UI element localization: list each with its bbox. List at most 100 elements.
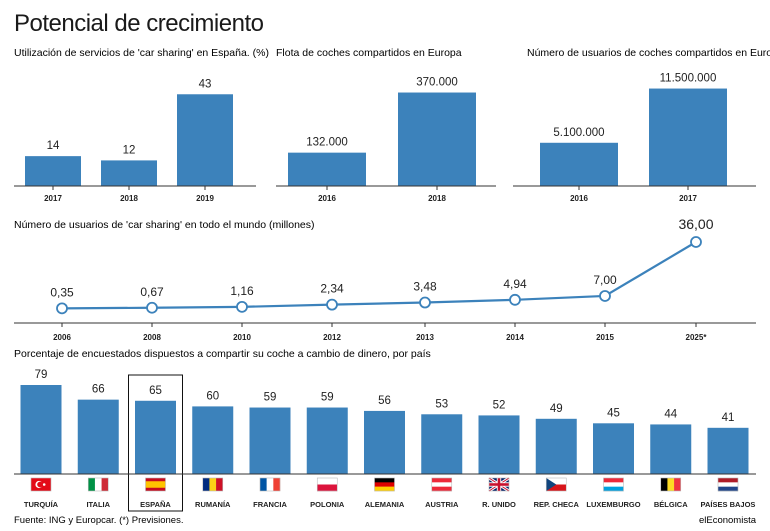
flag-france-icon (259, 477, 281, 492)
porcentaje-paises-category-label: BÉLGICA (654, 500, 688, 509)
porcentaje-paises-bar (478, 415, 520, 474)
usuarios-mundo-tick-label: 2014 (506, 333, 524, 342)
porcentaje-paises-category-label: REP. CHECA (534, 500, 580, 509)
flag-netherlands-icon (717, 477, 739, 492)
usuarios-europa-tick-label: 2016 (570, 194, 588, 203)
porcentaje-paises-category-label: ITALIA (86, 500, 110, 509)
usuarios-mundo-tick-label: 2012 (323, 333, 341, 342)
flota-bar (288, 152, 366, 186)
porcentaje-paises-category-label: ESPAÑA (140, 500, 171, 509)
usuarios-mundo-point (146, 301, 158, 314)
chart-title-flota: Flota de coches compartidos en Europa (276, 47, 462, 59)
porcentaje-paises-bar (20, 385, 62, 474)
porcentaje-paises-value-label: 52 (493, 399, 506, 411)
usuarios-europa-bar (540, 142, 618, 186)
porcentaje-paises-category-label: TURQUÍA (24, 500, 59, 509)
flota-tick-label: 2018 (428, 194, 446, 203)
porcentaje-paises-value-label: 65 (149, 385, 162, 397)
porcentaje-paises-category-label: LUXEMBURGO (586, 500, 640, 509)
flag-austria-icon (431, 477, 453, 492)
page-title: Potencial de crecimiento (14, 10, 264, 37)
chart-utilizacion: 14 2017 12 2018 43 2019 (14, 78, 256, 203)
utilizacion-tick-label: 2019 (196, 194, 214, 203)
usuarios-mundo-tick-label: 2010 (233, 333, 251, 342)
usuarios-mundo-tick-label: 2006 (53, 333, 71, 342)
utilizacion-value-label: 12 (123, 144, 136, 156)
highlight-box-espana (128, 374, 183, 512)
usuarios-europa-bar (649, 88, 727, 186)
usuarios-mundo-value-label: 3,48 (413, 280, 437, 294)
porcentaje-paises-bar (650, 424, 692, 474)
flag-germany-icon (374, 477, 395, 492)
usuarios-mundo-value-label: 0,67 (140, 285, 164, 299)
porcentaje-paises-value-label: 60 (206, 390, 219, 402)
utilizacion-value-label: 14 (47, 140, 60, 152)
usuarios-mundo-point (419, 296, 431, 309)
porcentaje-paises-bar (593, 423, 634, 474)
porcentaje-paises-value-label: 56 (378, 395, 391, 407)
chart-title-usuarios-europa: Número de usuarios de coches compartidos… (527, 47, 770, 59)
usuarios-europa-value-label: 5.100.000 (553, 127, 604, 139)
footer-brand: elEconomista (699, 515, 757, 526)
porcentaje-paises-bar (306, 407, 348, 474)
utilizacion-tick-label: 2018 (120, 194, 138, 203)
flota-value-label: 370.000 (416, 77, 458, 89)
usuarios-mundo-tick-label: 2025* (686, 333, 708, 342)
chart-porcentaje-paises: 79 TURQUÍA 66 ITALIA 65 ESPAÑA 60 RUMANÍA 59 FRAN… (14, 369, 756, 512)
flag-czech-icon (545, 477, 567, 492)
porcentaje-paises-value-label: 79 (35, 369, 48, 381)
flag-turkey-icon (30, 477, 52, 492)
usuarios-mundo-point (236, 300, 248, 313)
porcentaje-paises-bar (535, 418, 577, 474)
usuarios-mundo-point (690, 236, 702, 248)
utilizacion-bar (101, 160, 157, 186)
chart-flota: 132.000 2016 370.000 2018 (276, 77, 496, 203)
porcentaje-paises-bar (77, 399, 119, 474)
utilizacion-value-label: 43 (199, 78, 212, 90)
porcentaje-paises-category-label: AUSTRIA (425, 500, 459, 509)
porcentaje-paises-value-label: 41 (722, 412, 735, 424)
porcentaje-paises-value-label: 45 (607, 407, 620, 419)
usuarios-mundo-point (56, 302, 68, 315)
usuarios-europa-tick-label: 2017 (679, 194, 697, 203)
usuarios-mundo-value-label: 4,94 (503, 277, 527, 291)
porcentaje-paises-bar (249, 407, 291, 474)
usuarios-mundo-tick-label: 2008 (143, 333, 161, 342)
flag-belgium-icon (660, 477, 682, 492)
flag-italy-icon (87, 477, 109, 492)
chart-title-utilizacion: Utilización de servicios de 'car sharing… (14, 47, 269, 59)
porcentaje-paises-value-label: 59 (264, 392, 277, 404)
chart-title-usuarios-mundo: Número de usuarios de 'car sharing' en t… (14, 219, 315, 231)
chart-title-porcentaje-paises: Porcentaje de encuestados dispuestos a c… (14, 348, 431, 360)
utilizacion-bar (25, 156, 81, 186)
footer-source: Fuente: ING y Europcar. (*) Previsiones. (14, 515, 183, 526)
porcentaje-paises-value-label: 59 (321, 392, 334, 404)
flota-value-label: 132.000 (306, 137, 348, 149)
flota-tick-label: 2016 (318, 194, 336, 203)
usuarios-mundo-point (509, 293, 521, 306)
usuarios-mundo-tick-label: 2013 (416, 333, 434, 342)
porcentaje-paises-value-label: 53 (435, 398, 448, 410)
usuarios-mundo-value-label: 0,35 (50, 285, 74, 299)
usuarios-mundo-series-line (61, 241, 697, 310)
usuarios-mundo-value-label: 2,34 (320, 282, 344, 296)
usuarios-mundo-value-label: 36,00 (678, 216, 713, 232)
chart-usuarios-europa: 5.100.000 2016 11.500.000 2017 (513, 73, 756, 203)
porcentaje-paises-bar (135, 400, 176, 474)
flag-uk-icon (488, 476, 510, 493)
usuarios-mundo-point (326, 298, 338, 311)
porcentaje-paises-category-label: ALEMANIA (365, 500, 405, 509)
usuarios-mundo-value-label: 7,00 (593, 273, 617, 287)
porcentaje-paises-category-label: POLONIA (310, 500, 345, 509)
porcentaje-paises-value-label: 49 (550, 403, 563, 415)
porcentaje-paises-bar (707, 427, 749, 474)
utilizacion-bar (177, 94, 233, 186)
utilizacion-tick-label: 2017 (44, 194, 62, 203)
flag-spain-icon (145, 477, 166, 492)
usuarios-mundo-value-label: 1,16 (230, 284, 254, 298)
porcentaje-paises-value-label: 44 (664, 408, 677, 420)
porcentaje-paises-bar (364, 410, 405, 474)
porcentaje-paises-category-label: FRANCIA (253, 500, 287, 509)
porcentaje-paises-bar (421, 414, 463, 474)
porcentaje-paises-category-label: RUMANÍA (195, 500, 231, 509)
